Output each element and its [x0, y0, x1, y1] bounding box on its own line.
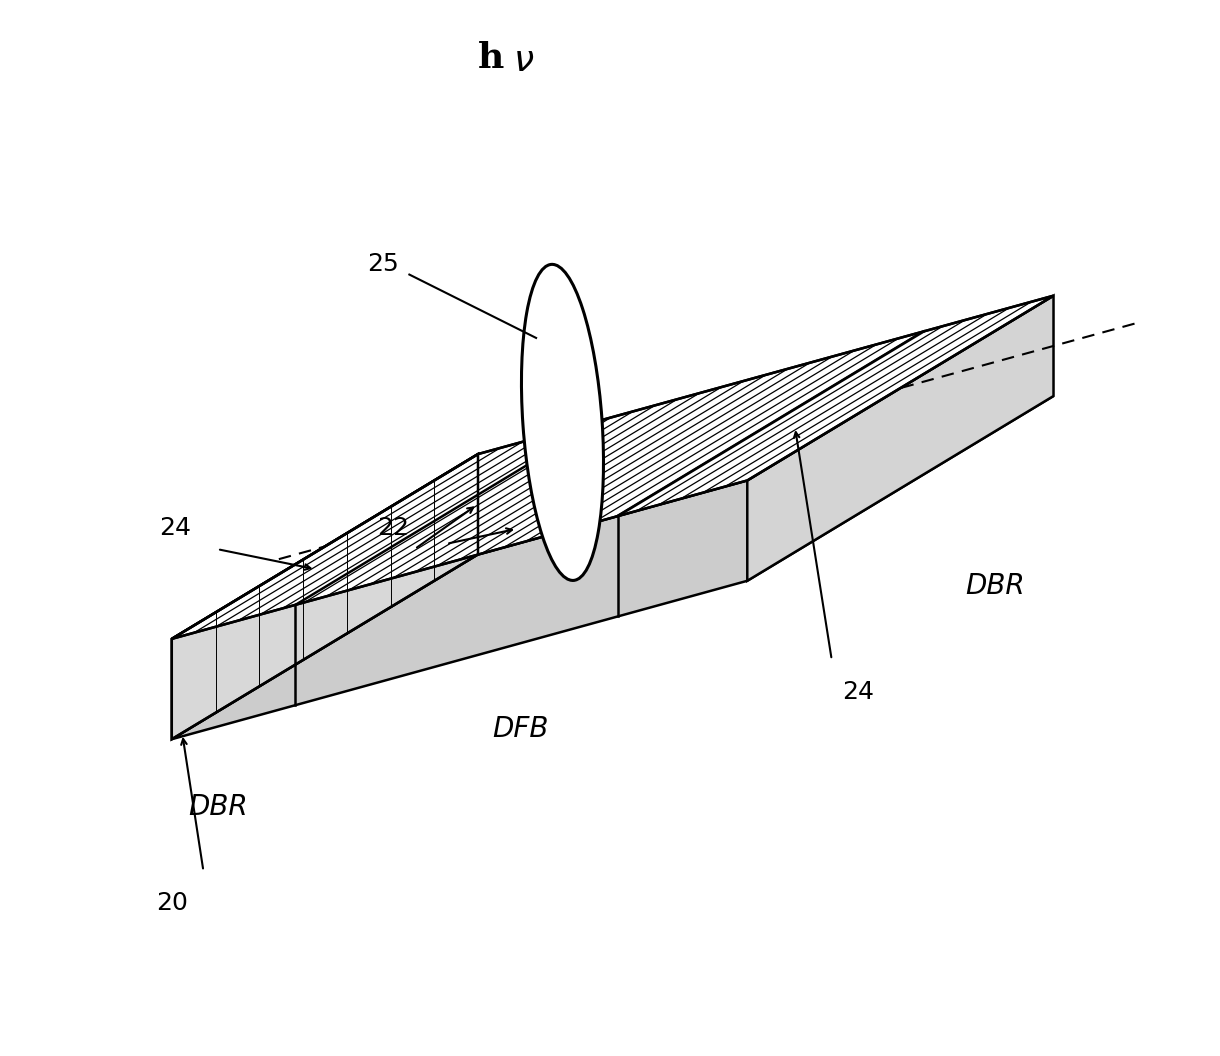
Text: DBR: DBR	[188, 793, 248, 821]
Text: h: h	[478, 41, 504, 75]
Polygon shape	[172, 396, 1054, 739]
Text: 24: 24	[159, 516, 190, 540]
Text: DBR: DBR	[965, 572, 1025, 600]
Polygon shape	[172, 454, 478, 739]
Text: DFB: DFB	[492, 715, 548, 743]
Text: $\nu$: $\nu$	[512, 44, 534, 78]
Ellipse shape	[521, 264, 604, 581]
Text: 24: 24	[842, 680, 875, 703]
Text: 22: 22	[377, 516, 410, 540]
Polygon shape	[172, 296, 1054, 639]
Text: 20: 20	[156, 891, 188, 914]
Text: 25: 25	[367, 252, 399, 276]
Polygon shape	[748, 296, 1054, 581]
